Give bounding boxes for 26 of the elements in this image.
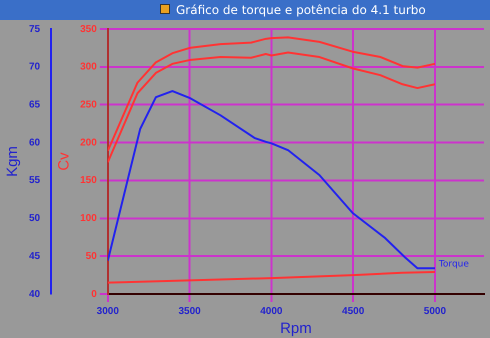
x-axis-title: Rpm [280, 320, 312, 338]
y2-tick-label: 50 [29, 213, 41, 224]
x-tick-label: 4500 [342, 306, 365, 317]
y2-axis-title: Kgm [4, 146, 22, 177]
y-tick-label: 150 [80, 175, 98, 186]
y-tick-label: 250 [80, 99, 98, 110]
series-label: Torque [438, 260, 470, 270]
x-tick-label: 3000 [96, 306, 120, 317]
y2-tick-label: 55 [29, 175, 41, 186]
y-tick-label: 50 [86, 250, 98, 262]
y2-tick-label: 45 [29, 250, 41, 262]
y2-tick-label: 75 [29, 24, 41, 35]
y-tick-label: 350 [80, 24, 98, 35]
chart-title: Gráfico de torque e potência do 4.1 turbo [176, 3, 426, 17]
y2-tick-label: 65 [29, 99, 41, 110]
y2-tick-label: 60 [29, 137, 41, 148]
y-tick-label: 300 [80, 62, 98, 73]
y2-tick-label: 40 [29, 288, 41, 300]
y-tick-label: 100 [80, 213, 98, 224]
y2-tick-label: 70 [29, 62, 41, 73]
y-tick-label: 200 [80, 137, 98, 148]
x-tick-label: 4000 [260, 306, 283, 317]
y-axis-title: Cv [55, 152, 72, 171]
x-tick-label: 5000 [424, 306, 446, 317]
x-tick-label: 3500 [178, 306, 202, 317]
y-tick-label: 0 [91, 288, 98, 300]
